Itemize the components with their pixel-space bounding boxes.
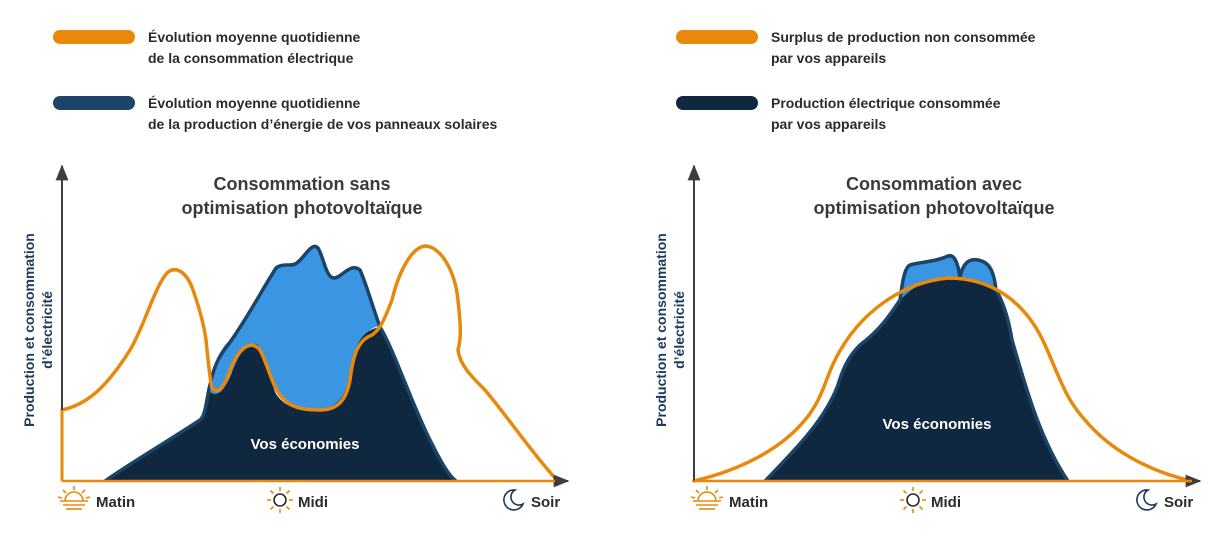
legend-line: Surplus de production non consommée <box>771 29 1036 45</box>
y-axis-label-line1: Production et consommation <box>21 233 37 427</box>
x-tick-soir: Soir <box>1164 494 1193 511</box>
y-axis-label-line1: Production et consommation <box>653 233 669 427</box>
production-area <box>208 246 380 410</box>
legend-line: par vos appareils <box>771 50 887 66</box>
legend-item-production: Évolution moyenne quotidienne de la prod… <box>53 93 497 135</box>
sun-icon <box>900 487 926 513</box>
sunrise-icon <box>690 486 724 510</box>
legend-line: Évolution moyenne quotidienne <box>148 95 361 111</box>
legend-line: Production électrique consommée <box>771 95 1001 111</box>
legend-item-consumed-production: Production électrique consommée par vos … <box>676 93 1001 135</box>
legend-item-surplus: Surplus de production non consommée par … <box>676 27 1035 69</box>
legend-line: par vos appareils <box>771 116 887 132</box>
legend-swatch-consumed-production <box>676 96 758 110</box>
legend-item-consumption: Évolution moyenne quotidienne de la cons… <box>53 27 360 69</box>
legend-swatch-production <box>53 96 135 110</box>
chart-left: Consommation sans optimisation photovolt… <box>21 164 570 513</box>
x-tick-midi: Midi <box>298 494 328 511</box>
moon-icon <box>1136 489 1158 511</box>
x-tick-soir: Soir <box>531 494 560 511</box>
moon-icon <box>503 489 525 511</box>
y-axis-label-line2: d’électricité <box>671 291 687 369</box>
production-outline <box>103 244 458 483</box>
sun-icon <box>267 487 293 513</box>
chart-title-line1: Consommation sans <box>213 174 390 194</box>
legend-label: Production électrique consommée par vos … <box>771 93 1001 135</box>
legend-line: de la consommation électrique <box>148 50 354 66</box>
legend-line: Évolution moyenne quotidienne <box>148 29 361 45</box>
chart-title-line2: optimisation photovoltaïque <box>814 198 1055 218</box>
savings-annotation: Vos économies <box>883 416 992 433</box>
legend-swatch-consumption <box>53 30 135 44</box>
savings-annotation: Vos économies <box>251 436 360 453</box>
legend-line: de la production d’énergie de vos pannea… <box>148 116 498 132</box>
sunrise-icon <box>57 486 91 510</box>
consumption-line <box>692 276 1194 483</box>
legend-label: Évolution moyenne quotidienne de la cons… <box>148 27 360 69</box>
production-outline <box>763 253 1070 483</box>
consumption-line <box>60 244 557 480</box>
chart-title-line1: Consommation avec <box>846 174 1022 194</box>
x-tick-midi: Midi <box>931 494 961 511</box>
consumed-area <box>105 327 456 481</box>
chart-right: Consommation avec optimisation photovolt… <box>653 164 1202 513</box>
chart-title-line2: optimisation photovoltaïque <box>182 198 423 218</box>
consumed-area <box>765 278 1068 481</box>
y-axis-label-line2: d’électricité <box>39 291 55 369</box>
legend-label: Surplus de production non consommée par … <box>771 27 1035 69</box>
x-tick-matin: Matin <box>96 494 135 511</box>
x-tick-matin: Matin <box>729 494 768 511</box>
legend-label: Évolution moyenne quotidienne de la prod… <box>148 93 497 135</box>
legend-swatch-surplus <box>676 30 758 44</box>
